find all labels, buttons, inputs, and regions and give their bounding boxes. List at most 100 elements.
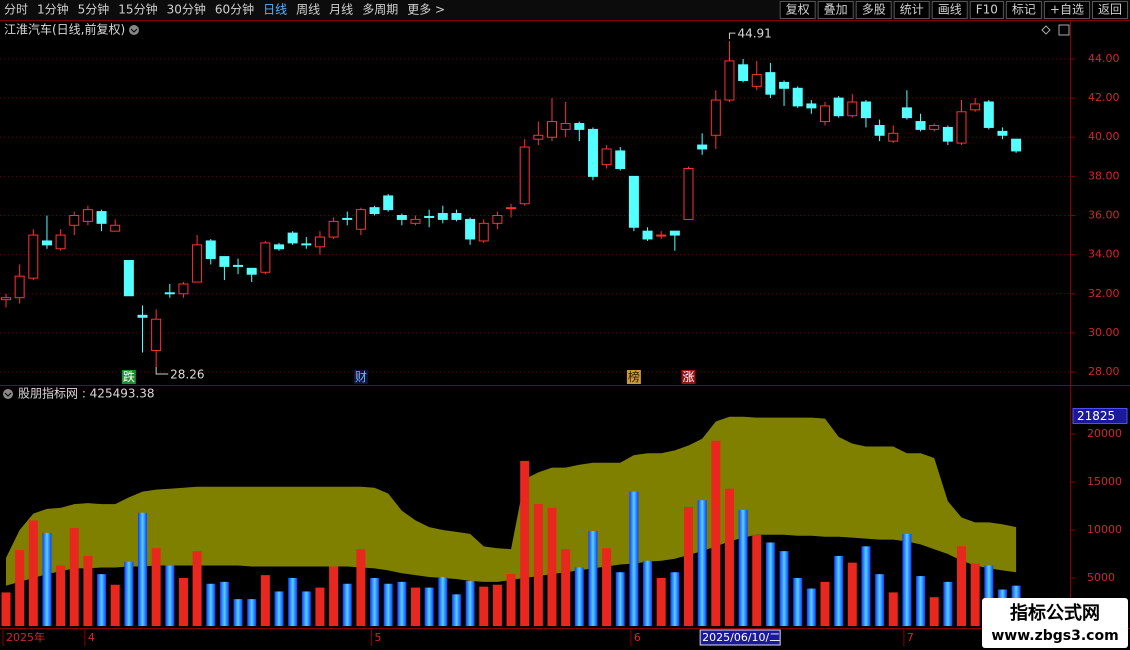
toolbar-item[interactable]: 多周期 bbox=[362, 3, 398, 17]
candle-body bbox=[656, 234, 667, 237]
volume-bar bbox=[15, 550, 25, 626]
candle-body bbox=[123, 260, 134, 297]
volume-bar bbox=[724, 488, 734, 626]
watermark-box bbox=[982, 598, 1128, 648]
candle-body bbox=[492, 215, 503, 224]
toolbar-item[interactable]: 日线 bbox=[263, 3, 287, 17]
volume-bar bbox=[438, 577, 448, 626]
menu-icon-chevron bbox=[4, 392, 12, 397]
candle-body bbox=[533, 134, 544, 140]
event-badge[interactable] bbox=[121, 370, 136, 384]
candle-body bbox=[942, 126, 953, 142]
volume-bar bbox=[561, 549, 571, 626]
volume-bar bbox=[165, 565, 175, 626]
toolbar-button[interactable]: +自选 bbox=[1050, 3, 1084, 17]
candle-body bbox=[697, 144, 708, 150]
candle-body bbox=[506, 207, 517, 210]
volume-bar bbox=[492, 584, 502, 626]
volume-bar bbox=[806, 588, 816, 626]
candle-body bbox=[396, 215, 407, 220]
candle-body bbox=[901, 107, 912, 119]
event-label: 跌 bbox=[123, 369, 135, 384]
event-badge[interactable] bbox=[626, 370, 641, 384]
panel-icon[interactable] bbox=[1058, 24, 1070, 36]
candle-body bbox=[642, 230, 653, 240]
toolbar-button[interactable]: 返回 bbox=[1098, 3, 1122, 17]
volume-bar bbox=[151, 548, 161, 626]
toolbar-item[interactable]: 60分钟 bbox=[215, 2, 254, 17]
volume-bar bbox=[847, 562, 857, 626]
candle-body bbox=[465, 218, 476, 240]
volume-bar bbox=[970, 563, 980, 626]
indicator-title: 股朋指标网 : 425493.38 bbox=[18, 386, 155, 401]
candle-body bbox=[164, 292, 175, 295]
toolbar-button[interactable]: 复权 bbox=[786, 3, 810, 17]
candle-body bbox=[547, 121, 557, 138]
toolbar-item[interactable]: 更多 > bbox=[407, 3, 445, 17]
candle-body bbox=[14, 275, 25, 299]
toolbar-button-frame bbox=[1091, 1, 1128, 19]
volume-bar bbox=[861, 546, 871, 626]
candle-body bbox=[587, 128, 598, 177]
candle-body bbox=[669, 230, 680, 236]
candle-body bbox=[765, 72, 776, 95]
toolbar-item[interactable]: 分时 bbox=[4, 3, 28, 17]
candle-body bbox=[874, 124, 885, 136]
volume-bar bbox=[301, 591, 311, 626]
toolbar-button[interactable]: 多股 bbox=[862, 3, 886, 17]
candle-body bbox=[1011, 138, 1022, 152]
toolbar-button-frame bbox=[1005, 1, 1042, 19]
candle-body bbox=[1, 297, 11, 301]
toolbar-item[interactable]: 周线 bbox=[296, 3, 320, 17]
menu-icon[interactable] bbox=[129, 25, 139, 35]
volume-bar bbox=[588, 530, 598, 626]
volume-bar bbox=[765, 542, 775, 626]
volume-bar bbox=[110, 584, 120, 626]
volume-bar bbox=[656, 578, 666, 626]
volume-bar bbox=[451, 594, 461, 626]
toolbar-button[interactable]: 统计 bbox=[900, 3, 924, 17]
toolbar-item[interactable]: 30分钟 bbox=[167, 2, 206, 17]
candle-body bbox=[970, 103, 981, 111]
candle-body bbox=[451, 213, 462, 220]
toolbar-button-frame bbox=[931, 1, 968, 19]
candle-body bbox=[574, 123, 585, 130]
y-tick-label: 40.00 bbox=[1088, 130, 1120, 143]
candle-body bbox=[314, 236, 325, 248]
toolbar-button[interactable]: 标记 bbox=[1012, 3, 1036, 17]
toolbar-button[interactable]: 画线 bbox=[938, 3, 962, 17]
volume-bar bbox=[697, 500, 707, 626]
toolbar-button[interactable]: 叠加 bbox=[824, 3, 848, 17]
y-tick-label: 5000 bbox=[1087, 571, 1115, 584]
toolbar-item[interactable]: 15分钟 bbox=[118, 2, 157, 17]
y-tick-label: 42.00 bbox=[1088, 91, 1120, 104]
toolbar-button-frame bbox=[893, 1, 930, 19]
candle-body bbox=[410, 218, 421, 224]
volume-bar bbox=[684, 506, 693, 626]
menu-icon-chevron bbox=[130, 28, 138, 33]
volume-bar bbox=[411, 587, 420, 626]
menu-icon[interactable] bbox=[3, 389, 13, 399]
candle-body bbox=[41, 240, 52, 246]
toolbar-item[interactable]: 5分钟 bbox=[78, 2, 110, 17]
event-badge[interactable] bbox=[353, 370, 368, 384]
volume-bar bbox=[615, 572, 625, 626]
volume-bar bbox=[984, 565, 994, 626]
toolbar-item[interactable]: 月线 bbox=[329, 3, 353, 17]
y-tick-label: 28.00 bbox=[1088, 365, 1120, 378]
volume-bar bbox=[916, 576, 926, 626]
toolbar-item[interactable]: 1分钟 bbox=[37, 2, 69, 17]
volume-bar bbox=[465, 580, 475, 626]
panel-icon[interactable] bbox=[1041, 25, 1051, 35]
candle-body bbox=[260, 242, 271, 273]
volume-bar bbox=[260, 575, 270, 626]
y-tick-label: 32.00 bbox=[1088, 287, 1120, 300]
low-annotation: 28.26 bbox=[170, 367, 204, 381]
toolbar-button[interactable]: F10 bbox=[976, 3, 998, 17]
x-tick-label: 2025/06/10/二 bbox=[702, 631, 780, 644]
volume-bar bbox=[574, 567, 584, 626]
event-badge[interactable] bbox=[681, 370, 696, 384]
candle-body bbox=[860, 101, 871, 119]
candle-body bbox=[342, 217, 353, 220]
volume-bar bbox=[69, 528, 79, 626]
